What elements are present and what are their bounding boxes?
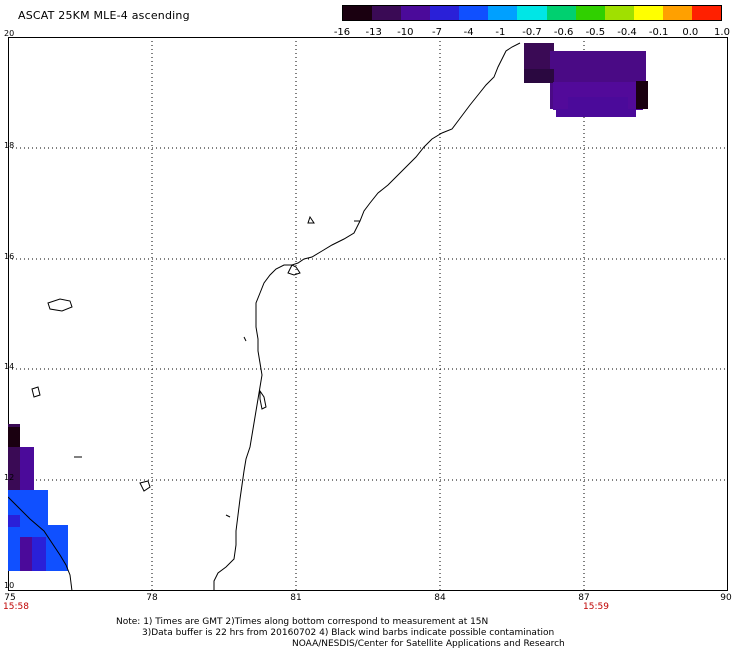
plot-frame: [8, 37, 728, 591]
footer-notes: Note: 1) Times are GMT 2)Times along bot…: [116, 617, 565, 650]
colorbar: [342, 5, 722, 21]
colorbar-label: 0.0: [682, 27, 699, 38]
colorbar-label: -0.4: [617, 27, 637, 38]
colorbar-segment: [662, 6, 692, 20]
colorbar-segment: [459, 6, 489, 20]
lat-tick-14: 14: [4, 362, 15, 371]
colorbar-label: -16: [333, 27, 351, 38]
lat-tick-16: 16: [4, 252, 15, 261]
pass-time-right: 15:59: [583, 602, 609, 612]
colorbar-segment: [401, 6, 431, 20]
colorbar-label: -7: [432, 27, 442, 38]
map-plot: [8, 37, 728, 591]
colorbar-label: -13: [365, 27, 382, 38]
swath-top-right: [524, 43, 648, 117]
colorbar-segment: [604, 6, 634, 20]
lon-tick-87: 87: [578, 593, 590, 603]
lon-tick-78: 78: [146, 593, 158, 603]
colorbar-segment: [691, 6, 722, 20]
lon-tick-84: 84: [434, 593, 446, 603]
lat-tick-20: 20: [4, 29, 15, 38]
colorbar-segment: [343, 6, 373, 20]
note-line-3: NOAA/NESDIS/Center for Satellite Applica…: [292, 639, 565, 649]
colorbar-label: -0.1: [648, 27, 669, 38]
colorbar-segment: [430, 6, 460, 20]
colorbar-labels: -16 -13 -10 -7 -4 -1 -0.7 -0.6 -0.5 -0.4 -0.1 0.0 1.…: [334, 27, 730, 39]
colorbar-label: -0.7: [522, 27, 542, 38]
colorbar-label: -10: [397, 27, 414, 38]
lon-tick-75: 75: [4, 593, 16, 603]
colorbar-label: -4: [463, 27, 474, 38]
swath-bottom-left: [8, 424, 68, 571]
colorbar-label: -0.5: [585, 27, 606, 38]
lon-tick-81: 81: [290, 593, 302, 603]
colorbar-segment: [546, 6, 576, 20]
note-line-2: 3)Data buffer is 22 hrs from 20160702 4)…: [142, 628, 555, 638]
colorbar-label: -0.6: [553, 27, 574, 38]
colorbar-segment: [575, 6, 605, 20]
colorbar-segment: [488, 6, 518, 20]
coastline: [8, 42, 521, 591]
colorbar-segment: [372, 6, 402, 20]
colorbar-label: -1: [495, 27, 506, 38]
note-line-1: Note: 1) Times are GMT 2)Times along bot…: [116, 617, 489, 627]
lat-tick-12: 12: [4, 473, 15, 482]
lon-tick-90: 90: [720, 593, 732, 603]
lat-tick-18: 18: [4, 141, 15, 150]
colorbar-label: 1.0: [714, 27, 730, 38]
lat-tick-10: 10: [4, 581, 15, 590]
pass-time-left: 15:58: [3, 602, 29, 612]
colorbar-segment: [517, 6, 547, 20]
colorbar-segment: [633, 6, 663, 20]
map-title: ASCAT 25KM MLE-4 ascending: [18, 9, 190, 22]
grid-lines: [8, 37, 728, 591]
